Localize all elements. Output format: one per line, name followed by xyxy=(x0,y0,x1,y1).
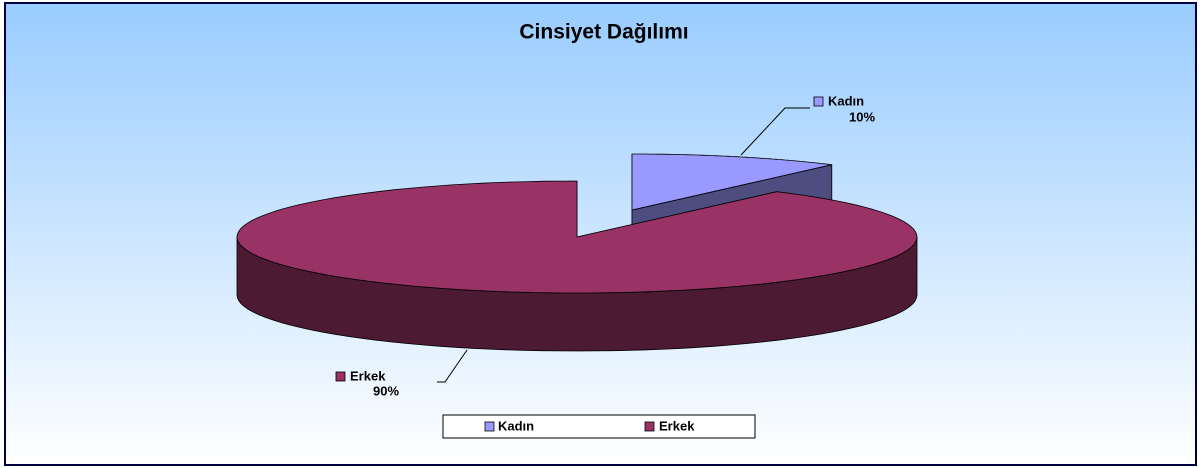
leader-line xyxy=(437,349,468,383)
data-label-name: Erkek xyxy=(350,368,386,383)
data-label: 90% xyxy=(373,383,399,398)
legend-swatch xyxy=(484,421,495,432)
legend xyxy=(442,414,756,439)
slice xyxy=(236,180,918,294)
pie xyxy=(236,153,918,352)
data-label-name: Kadın xyxy=(828,93,864,108)
chart-title: Cinsiyet Dağılımı xyxy=(519,21,688,44)
label-swatch xyxy=(813,96,824,107)
data-label: 10% xyxy=(849,109,875,124)
legend-label: Kadın xyxy=(498,418,534,433)
legend-label: Erkek xyxy=(659,418,695,433)
leader-line xyxy=(740,107,810,156)
label-swatch xyxy=(335,371,346,382)
slice xyxy=(631,153,832,211)
legend-swatch xyxy=(644,421,655,432)
